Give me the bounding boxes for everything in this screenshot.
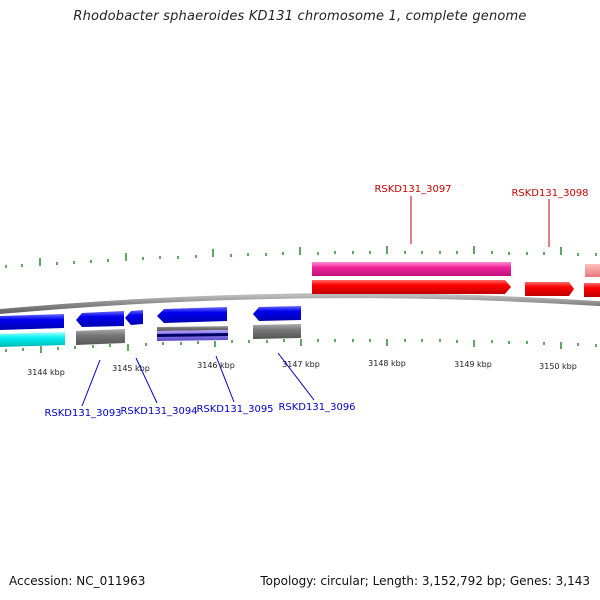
gene-label-3096[interactable]: RSKD131_3096 — [278, 402, 355, 413]
accession-text: Accession: NC_011963 — [9, 574, 146, 588]
outer-ticks — [5, 246, 597, 268]
gene-3093-cyan-bar[interactable] — [0, 332, 65, 347]
gene-3094-small-arrow[interactable] — [125, 310, 143, 325]
genome-backbone — [0, 293, 600, 315]
scale-label: 3147 kbp — [282, 360, 320, 369]
gene-next-arrow[interactable] — [584, 283, 600, 297]
scale-label: 3149 kbp — [454, 360, 492, 369]
gene-3098-arrow[interactable] — [525, 282, 574, 296]
scale-label: 3144 kbp — [27, 368, 65, 377]
gene-3096-arrow[interactable] — [253, 306, 301, 321]
scale-label: 3146 kbp — [197, 361, 235, 370]
gene-3096-gray-bar[interactable] — [253, 324, 301, 339]
gene-label-3095[interactable]: RSKD131_3095 — [196, 404, 273, 415]
gene-3093-arrow[interactable] — [0, 314, 64, 330]
reverse-strand-genes — [0, 306, 301, 347]
genome-summary-text: Topology: circular; Length: 3,152,792 bp… — [260, 574, 590, 588]
inner-ticks — [5, 339, 597, 353]
gene-3095-gray-bar[interactable] — [157, 326, 228, 331]
gene-label-3097[interactable]: RSKD131_3097 — [374, 184, 451, 195]
gene-3094-gray-bar[interactable] — [76, 329, 125, 345]
gene-label-3098[interactable]: RSKD131_3098 — [511, 188, 588, 199]
gene-3095-arrow[interactable] — [157, 307, 227, 323]
forward-gene-labels: RSKD131_3097 RSKD131_3098 — [374, 184, 589, 247]
gene-3097-arrow[interactable] — [312, 280, 511, 294]
scale-label: 3150 kbp — [539, 362, 577, 371]
map-title: Rhodobacter sphaeroides KD131 chromosome… — [73, 9, 527, 24]
gene-3094-arrow[interactable] — [76, 311, 124, 327]
gene-3097-pink-bar[interactable] — [312, 262, 511, 276]
scale-label: 3145 kbp — [112, 364, 150, 373]
gene-label-3093[interactable]: RSKD131_3093 — [44, 408, 121, 419]
forward-strand-genes — [312, 262, 600, 297]
gene-label-3094[interactable]: RSKD131_3094 — [120, 406, 197, 417]
gene-3098-lightpink-bar[interactable] — [585, 264, 600, 277]
reverse-gene-labels: RSKD131_3093 RSKD131_3094 RSKD131_3095 R… — [44, 352, 356, 419]
gene-3095-navy-line — [157, 333, 228, 337]
scale-label: 3148 kbp — [368, 359, 406, 368]
